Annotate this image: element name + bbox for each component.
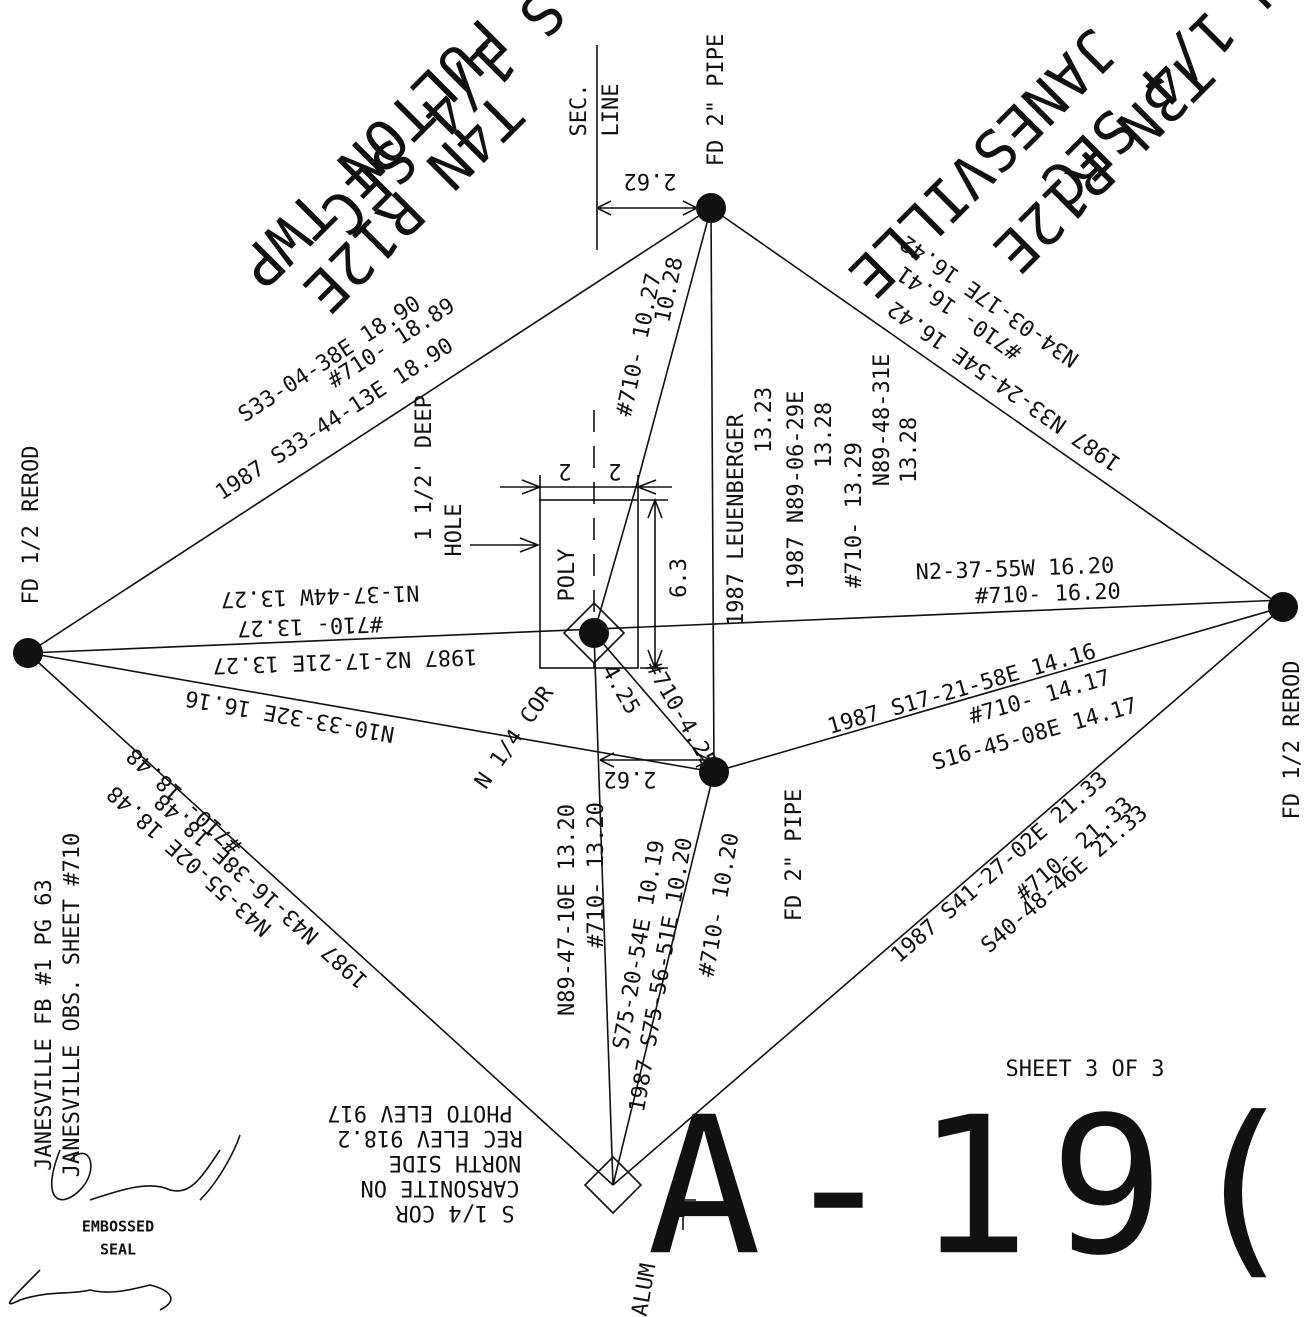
bearing-label: 13.23 bbox=[752, 387, 777, 453]
hole-label: 1 1/2' DEEP bbox=[412, 395, 437, 541]
note-line: CARSONITE ON bbox=[361, 1175, 520, 1200]
bearing-label: #710- 13.29 bbox=[842, 442, 867, 588]
dimension-label: 2 bbox=[558, 458, 571, 483]
monument bbox=[579, 618, 609, 648]
note-line: NORTH SIDE bbox=[389, 1150, 521, 1175]
bearing-label: N89-48-31E bbox=[870, 354, 895, 486]
bearing-label: #710-4.25 bbox=[640, 657, 721, 773]
hole-label: HOLE bbox=[442, 504, 467, 557]
monument bbox=[13, 638, 43, 668]
dimension-arrow bbox=[640, 500, 668, 668]
drawing-number: A-19(1 bbox=[647, 1076, 1304, 1297]
sec-line-label: LINE bbox=[599, 84, 624, 137]
bearing-label: 1987 N89-06-29E bbox=[784, 391, 809, 590]
bearing-label: 4.25 bbox=[596, 661, 644, 719]
signature bbox=[10, 1270, 171, 1310]
seal-label: EMBOSSED bbox=[82, 1218, 154, 1236]
bearing-label: N1-37-44W 13.27 bbox=[220, 580, 419, 612]
bearing-label: #710- 13.20 bbox=[584, 802, 609, 948]
bearing-label: 1987 N2-17-21E 13.27 bbox=[212, 643, 478, 677]
sec-line-label: SEC. bbox=[567, 84, 592, 137]
hole-arrow bbox=[470, 538, 538, 552]
node-label: FD 1/2 REROD bbox=[1280, 661, 1304, 820]
dimension-label: 2.62 bbox=[604, 766, 657, 791]
node-label: FD 2" PIPE bbox=[704, 34, 729, 166]
dimension-arrow bbox=[597, 201, 697, 215]
bearing-label: 13.28 bbox=[897, 417, 922, 483]
node-label: N 1/4 COR bbox=[470, 681, 559, 794]
bearing-label: N10-33-32E 16.16 bbox=[183, 685, 396, 746]
bearing-label: 1987 LEUENBERGER bbox=[724, 413, 749, 626]
monument bbox=[696, 193, 726, 223]
note-line: PHOTO ELEV 917 bbox=[327, 1100, 512, 1125]
reference: JANESVILLE OBS. SHEET #710 bbox=[60, 833, 85, 1177]
bearing-label: N89-47-10E 13.20 bbox=[555, 804, 580, 1016]
monument bbox=[1268, 592, 1298, 622]
dimension-label: 2.62 bbox=[624, 168, 677, 193]
dimension-label: 6.3 bbox=[667, 558, 692, 598]
bearing-label: #710- 16.20 bbox=[975, 579, 1121, 609]
bearing-label: 1987 N43-16-38E 18.48 bbox=[150, 788, 373, 993]
line bbox=[711, 208, 714, 772]
bearing-label: #710- 10.20 bbox=[695, 831, 745, 979]
note-line: REC ELEV 918.2 bbox=[337, 1125, 522, 1150]
reference: JANESVILLE FB #1 PG 63 bbox=[32, 879, 57, 1170]
note-line: S 1/4 COR bbox=[395, 1200, 515, 1225]
poly-label: POLY bbox=[555, 549, 580, 602]
node-label: FD 1/2 REROD bbox=[19, 446, 44, 605]
bearing-label: #710- 13.27 bbox=[237, 610, 383, 640]
line bbox=[594, 208, 711, 633]
survey-drawing: FULTON TWP T4N R12E S 1/4 SEC JANESVILLE… bbox=[0, 0, 1304, 1317]
seal-label: SEAL bbox=[100, 1241, 136, 1259]
dimension-arrow bbox=[500, 475, 672, 500]
dimension-label: 2 bbox=[608, 458, 621, 483]
bearing-label: 13.28 bbox=[812, 402, 837, 468]
node-label: FD 2" PIPE bbox=[782, 789, 807, 921]
